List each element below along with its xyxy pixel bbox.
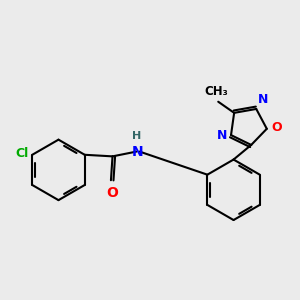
Text: CH₃: CH₃ [205, 85, 229, 98]
Text: O: O [272, 122, 282, 134]
Text: N: N [217, 129, 227, 142]
Text: O: O [106, 186, 118, 200]
Text: N: N [131, 145, 143, 159]
Text: N: N [258, 93, 268, 106]
Text: Cl: Cl [16, 148, 29, 160]
Text: H: H [132, 131, 141, 141]
